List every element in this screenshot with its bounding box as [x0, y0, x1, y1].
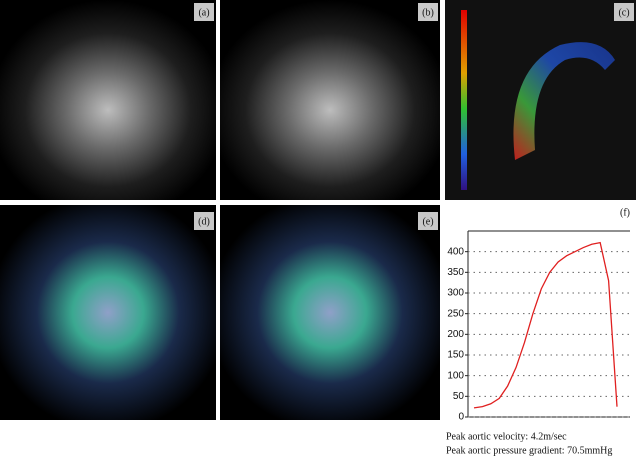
flow-image [445, 0, 636, 200]
label-box [614, 3, 634, 21]
label-box [418, 212, 438, 230]
y-tick-label: 50 [453, 391, 465, 402]
panel-label: (f) [620, 207, 630, 218]
panel-label: (d) [198, 216, 210, 227]
y-tick-label: 100 [447, 370, 464, 381]
color-bar [461, 10, 467, 190]
panel-label: (e) [422, 216, 433, 227]
panel-label: (a) [198, 7, 209, 18]
label-box [194, 3, 214, 21]
caption: Peak aortic pressure gradient: 70.5mmHg [446, 445, 612, 456]
chart: 0 50 100 150 200 250 300 350 400 [447, 230, 630, 423]
aorta-flow [513, 42, 615, 161]
y-tick-label: 400 [447, 246, 464, 257]
label-box [418, 3, 438, 21]
panel-label: (b) [422, 7, 434, 18]
y-tick-label: 300 [447, 288, 464, 299]
label-box [194, 212, 214, 230]
panel-label: (c) [618, 7, 629, 18]
mri-image [220, 205, 440, 420]
mri-image [220, 0, 440, 200]
data-line [473, 241, 618, 409]
mri-image [0, 0, 216, 200]
y-tick-label: 150 [447, 350, 464, 361]
y-tick-label: 0 [458, 412, 464, 423]
y-tick-label: 200 [447, 329, 464, 340]
mri-image [0, 205, 216, 420]
caption: Peak aortic velocity: 4.2m/sec [446, 431, 567, 442]
y-tick-label: 350 [447, 267, 464, 278]
y-tick-label: 250 [447, 308, 464, 319]
